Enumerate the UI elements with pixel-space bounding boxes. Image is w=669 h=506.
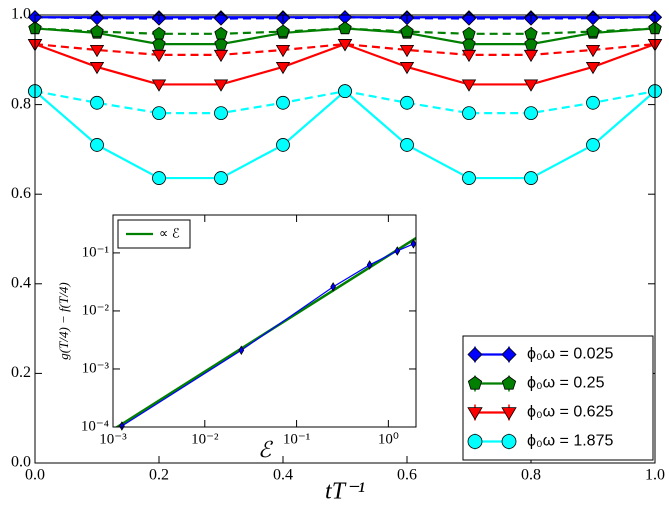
marker <box>152 26 166 40</box>
legend-label: ∝ ℰ <box>159 225 180 240</box>
marker <box>276 95 290 110</box>
marker <box>214 26 228 40</box>
x-tick-label: 0.0 <box>25 467 45 484</box>
marker <box>366 260 373 270</box>
marker <box>467 407 483 421</box>
marker <box>462 106 476 121</box>
marker <box>501 407 517 421</box>
marker <box>524 37 538 50</box>
marker <box>586 24 600 38</box>
marker <box>400 24 414 38</box>
marker <box>90 95 104 110</box>
marker <box>275 44 291 58</box>
x-tick-label: 10⁻³ <box>99 431 127 447</box>
marker <box>585 44 601 58</box>
x-tick-label: 0.2 <box>149 467 169 484</box>
marker <box>152 171 166 185</box>
marker <box>330 282 336 292</box>
marker <box>151 49 167 63</box>
legend-label: ϕ₀ω = 0.25 <box>527 375 605 392</box>
marker <box>152 37 166 50</box>
legend-label: ϕ₀ω = 1.875 <box>527 433 613 450</box>
plot-area <box>113 215 416 427</box>
marker <box>462 171 476 185</box>
y-tick-label: 0.4 <box>11 274 31 291</box>
marker <box>410 239 417 249</box>
marker <box>461 79 477 92</box>
x-axis-label: ℰ <box>258 437 274 462</box>
marker <box>276 24 290 38</box>
marker <box>586 138 600 152</box>
marker <box>467 434 483 449</box>
y-tick-label: 10⁻¹ <box>82 244 109 260</box>
marker <box>213 49 229 63</box>
legend-label: ϕ₀ω = 0.625 <box>527 404 613 421</box>
axes-frame <box>34 14 656 464</box>
marker <box>90 24 104 38</box>
marker <box>462 26 476 40</box>
marker <box>400 138 414 152</box>
plot-clip <box>114 237 416 427</box>
marker <box>337 39 353 52</box>
marker <box>89 44 105 58</box>
y-tick-label: 0.8 <box>11 95 31 112</box>
marker <box>214 106 228 121</box>
marker <box>214 171 228 185</box>
y-tick-label: 1.0 <box>11 6 31 23</box>
x-axis-label: tT⁻¹ <box>325 479 365 505</box>
marker <box>151 79 167 92</box>
marker <box>119 421 125 431</box>
x-tick-label: 10⁻² <box>191 431 219 447</box>
y-axis-label: g(T/4) − f(T/4) <box>56 282 71 359</box>
marker <box>585 62 601 75</box>
marker <box>276 138 290 152</box>
series-line <box>121 243 414 427</box>
marker <box>400 95 414 110</box>
marker <box>394 246 401 256</box>
marker <box>524 171 538 185</box>
marker <box>501 376 517 390</box>
marker <box>399 44 415 58</box>
marker <box>238 345 245 356</box>
y-tick-label: 10⁻³ <box>82 360 110 376</box>
axes-frame <box>112 214 417 428</box>
marker <box>90 138 104 152</box>
marker <box>399 62 415 75</box>
marker <box>467 376 483 390</box>
marker <box>524 106 538 121</box>
marker <box>213 79 229 92</box>
x-tick-label: 0.6 <box>397 467 417 484</box>
marker <box>501 346 517 363</box>
marker <box>89 62 105 75</box>
marker <box>462 37 476 50</box>
marker <box>523 79 539 92</box>
x-tick-label: 10⁻¹ <box>283 431 310 447</box>
y-tick-label: 10⁻⁴ <box>81 418 109 434</box>
marker <box>523 49 539 63</box>
marker <box>338 84 352 99</box>
marker <box>275 62 291 75</box>
marker <box>152 106 166 121</box>
marker <box>214 37 228 50</box>
y-tick-label: 0.2 <box>11 364 31 381</box>
y-tick-label: 0.0 <box>11 454 31 471</box>
y-tick-label: 0.6 <box>11 185 31 202</box>
marker <box>524 26 538 40</box>
marker <box>461 49 477 63</box>
legend-label: ϕ₀ω = 0.025 <box>527 346 613 363</box>
marker <box>501 434 517 449</box>
x-tick-label: 10⁰ <box>378 431 399 447</box>
marker <box>467 346 483 363</box>
marker <box>586 95 600 110</box>
marker <box>338 21 352 35</box>
legend-box <box>462 335 654 461</box>
x-tick-label: 0.4 <box>273 467 293 484</box>
x-tick-label: 1.0 <box>645 467 665 484</box>
x-tick-label: 0.8 <box>521 467 541 484</box>
y-tick-label: 10⁻² <box>82 302 110 318</box>
